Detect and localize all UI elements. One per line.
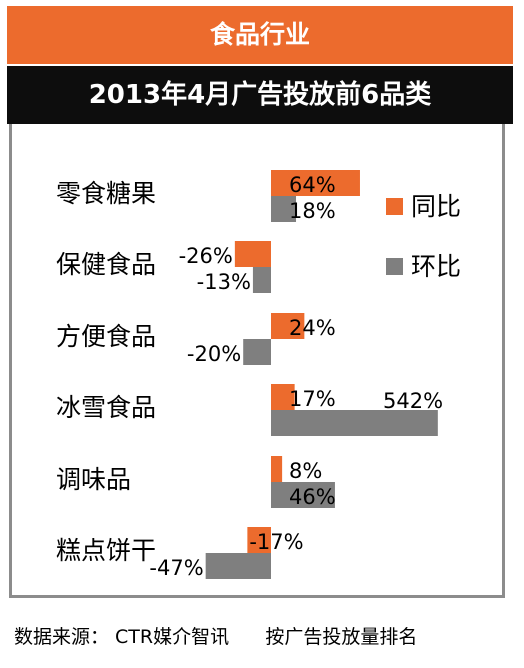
bar-mom bbox=[252, 267, 271, 293]
industry-header: 食品行业 bbox=[7, 6, 513, 64]
bar-yoy bbox=[271, 313, 305, 339]
data-label: 542% bbox=[383, 389, 443, 413]
ranking-note: 按广告投放量排名 bbox=[265, 626, 418, 648]
chart-panel bbox=[9, 124, 505, 598]
bar-mom bbox=[205, 553, 271, 579]
category-label: 冰雪食品 bbox=[56, 393, 156, 422]
source-text: 数据来源： CTR媒介智讯 bbox=[14, 626, 230, 648]
chart-title: 2013年4月广告投放前6品类 bbox=[88, 80, 432, 110]
category-label: 方便食品 bbox=[56, 322, 156, 351]
bar-yoy bbox=[247, 527, 271, 553]
data-label: 18% bbox=[289, 199, 336, 223]
industry-title: 食品行业 bbox=[209, 20, 310, 49]
data-label: 64% bbox=[289, 173, 336, 197]
bar-mom bbox=[271, 482, 335, 508]
bar-yoy bbox=[234, 241, 271, 267]
legend-label: 同比 bbox=[411, 192, 461, 221]
chart-title-bar: 2013年4月广告投放前6品类 bbox=[7, 66, 513, 124]
legend-swatch-mom bbox=[386, 258, 403, 275]
bar-mom bbox=[243, 339, 271, 365]
bar-yoy bbox=[271, 456, 283, 482]
data-label: 46% bbox=[289, 485, 336, 509]
data-label: -26% bbox=[179, 244, 233, 268]
legend-swatch-yoy bbox=[386, 198, 403, 215]
legend-label: 环比 bbox=[411, 252, 461, 281]
bar-mom bbox=[271, 196, 297, 222]
data-label: -13% bbox=[197, 270, 251, 294]
footer: 数据来源： CTR媒介智讯 按广告投放量排名 bbox=[14, 622, 417, 649]
category-label: 调味品 bbox=[56, 465, 131, 494]
data-label: -20% bbox=[187, 342, 241, 366]
category-label: 零食糖果 bbox=[56, 179, 156, 208]
data-label: -17% bbox=[249, 530, 303, 554]
data-label: 17% bbox=[289, 387, 336, 411]
category-label: 保健食品 bbox=[56, 250, 156, 279]
data-label: 24% bbox=[289, 316, 336, 340]
data-label: -47% bbox=[149, 556, 203, 580]
data-label: 8% bbox=[289, 459, 322, 483]
bar-yoy bbox=[271, 170, 360, 196]
bar-yoy bbox=[271, 384, 295, 410]
category-label: 糕点饼干 bbox=[56, 536, 156, 565]
bar-mom bbox=[271, 410, 438, 436]
